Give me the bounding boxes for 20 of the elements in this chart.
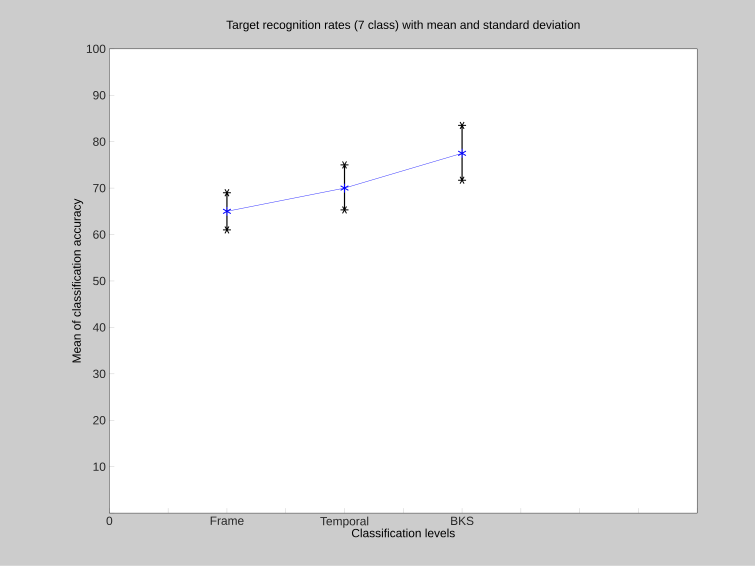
point — [222, 206, 232, 216]
x-tick-label: Frame — [210, 516, 244, 525]
x-tick-label: Temporal — [320, 516, 368, 528]
y-axis-title: Mean of classification accuracy — [72, 198, 84, 362]
y-tick-label: 40 — [92, 323, 106, 332]
chart-title: Target recognition rates (7 class) with mean and standard deviation — [226, 20, 580, 32]
y-tick-label: 70 — [93, 184, 106, 192]
y-tick-label: 80 — [93, 137, 106, 146]
y-tick-label: 30 — [93, 370, 106, 378]
x-tick-label: BKS — [451, 516, 474, 526]
y-tick-label: 10 — [94, 462, 106, 471]
y-tick-label: 50 — [93, 276, 106, 286]
point — [458, 148, 466, 158]
x-tick-label: 0 — [106, 516, 112, 526]
x-axis-title: Classification levels — [352, 528, 455, 538]
y-tick-label: 100 — [86, 44, 106, 54]
point — [340, 183, 349, 194]
y-tick-label: 90 — [93, 91, 106, 100]
y-tick-label: 60 — [93, 230, 106, 239]
y-tick-label: 20 — [93, 416, 106, 424]
